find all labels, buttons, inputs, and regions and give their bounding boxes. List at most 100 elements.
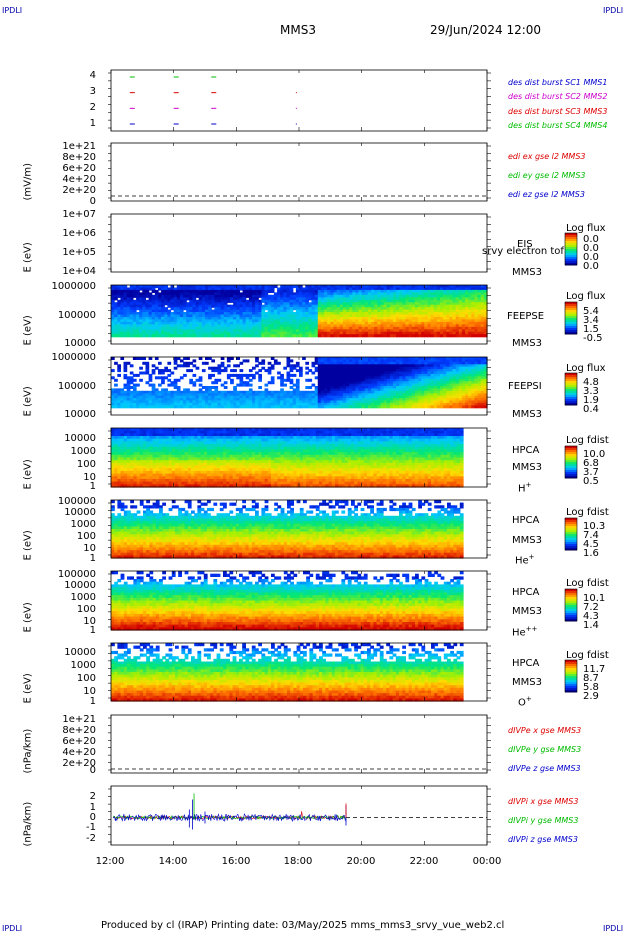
feepse-cell bbox=[393, 287, 397, 291]
feepse-cell bbox=[427, 312, 432, 316]
feepsi-cell bbox=[461, 383, 466, 387]
feepsi-cell bbox=[317, 388, 322, 392]
feepse-cell bbox=[148, 319, 153, 323]
feepsi-cell bbox=[455, 378, 460, 382]
feepsi-cell bbox=[142, 371, 146, 375]
feepse-cell bbox=[161, 329, 165, 333]
feepsi-cell bbox=[198, 398, 203, 402]
feepse-cell bbox=[471, 321, 475, 325]
feepse-cell bbox=[230, 312, 234, 316]
feepse-cell bbox=[364, 312, 369, 316]
hpca-h-cell bbox=[191, 433, 195, 437]
hpca-h-cell bbox=[149, 484, 154, 488]
feepsi-cell bbox=[346, 381, 350, 385]
feepse-cell bbox=[446, 319, 450, 323]
feepse-cell bbox=[436, 292, 441, 296]
feepse-cell bbox=[330, 309, 334, 313]
feepse-cell bbox=[320, 314, 325, 318]
feepse-cell bbox=[205, 326, 209, 330]
feepse-cell bbox=[320, 294, 325, 298]
feepsi-cell bbox=[446, 398, 450, 402]
feepsi-cell bbox=[270, 376, 275, 380]
feepsi-cell bbox=[286, 405, 291, 409]
feepsi-cell bbox=[430, 402, 435, 406]
feepse-cell bbox=[139, 329, 143, 333]
feepsi-cell bbox=[114, 383, 118, 387]
feepsi-cell bbox=[186, 395, 190, 399]
hpca-h-cell bbox=[191, 460, 195, 464]
feepse-cell bbox=[255, 334, 259, 338]
feepsi-cell bbox=[192, 359, 197, 363]
feepse-cell bbox=[443, 334, 447, 338]
feepsi-cell bbox=[320, 373, 325, 377]
feepse-cell bbox=[151, 299, 156, 303]
feepsi-cell bbox=[477, 393, 482, 397]
feepsi-cell bbox=[405, 364, 410, 368]
feepse-cell bbox=[468, 307, 472, 311]
feepsi-cell bbox=[380, 378, 385, 382]
feepsi-cell bbox=[436, 371, 441, 375]
feepsi-cell bbox=[364, 364, 369, 368]
hpca-h-cell bbox=[152, 484, 157, 488]
feepsi-cell bbox=[411, 366, 416, 370]
feepse-cell bbox=[264, 324, 269, 328]
hpca-h-cell bbox=[133, 430, 138, 434]
feepse-cell bbox=[205, 312, 209, 316]
feepse-cell bbox=[167, 304, 172, 308]
hpca-h-cell bbox=[194, 454, 198, 459]
feepse-cell bbox=[380, 326, 385, 330]
feepse-cell bbox=[324, 297, 328, 301]
feepsi-cell bbox=[483, 395, 488, 399]
feepse-cell bbox=[258, 329, 262, 333]
feepse-cell bbox=[377, 334, 381, 338]
feepsi-cell bbox=[455, 390, 460, 394]
feepsi-cell bbox=[302, 390, 306, 394]
feepsi-cell bbox=[436, 405, 441, 409]
feepsi-cell bbox=[248, 369, 253, 373]
feepse-cell bbox=[170, 294, 175, 298]
feepse-cell bbox=[176, 302, 181, 306]
feepsi-cell bbox=[148, 378, 153, 382]
feepsi-cell bbox=[342, 361, 347, 365]
hpca-h-cell bbox=[127, 430, 131, 434]
feepsi-cell bbox=[226, 405, 231, 409]
feepsi-cell bbox=[455, 369, 460, 373]
feepse-cell bbox=[317, 317, 322, 321]
feepse-cell bbox=[273, 292, 278, 296]
feepsi-cell bbox=[440, 376, 444, 380]
feepse-cell bbox=[223, 285, 228, 289]
feepse-cell bbox=[396, 297, 400, 301]
feepse-cell bbox=[183, 294, 187, 298]
feepse-cell bbox=[277, 302, 281, 306]
feepse-cell bbox=[195, 326, 200, 330]
feepse-cell bbox=[145, 329, 150, 333]
hpca-h-cell bbox=[133, 441, 138, 445]
feepse-cell bbox=[361, 331, 366, 335]
hpca-h-cell bbox=[117, 462, 122, 467]
hpca-h-cell bbox=[152, 444, 157, 448]
feepse-cell bbox=[333, 324, 338, 328]
feepse-cell bbox=[270, 324, 275, 328]
feepse-cell bbox=[336, 331, 341, 335]
feepse-cell bbox=[145, 324, 150, 328]
hpca-h-cell bbox=[127, 468, 131, 472]
feepsi-cell bbox=[396, 364, 400, 368]
feepse-cell bbox=[393, 317, 397, 321]
feepsi-cell bbox=[239, 390, 244, 394]
feepsi-cell bbox=[295, 383, 300, 387]
feepsi-cell bbox=[396, 383, 400, 387]
feepsi-cell bbox=[311, 405, 316, 409]
feepse-cell bbox=[427, 292, 432, 296]
feepsi-cell bbox=[371, 383, 375, 387]
feepse-cell bbox=[346, 297, 350, 301]
feepse-cell bbox=[292, 321, 297, 325]
feepsi-cell bbox=[252, 373, 256, 377]
feepsi-cell bbox=[154, 405, 159, 409]
feepse-cell bbox=[305, 309, 309, 313]
feepsi-cell bbox=[349, 376, 353, 380]
feepsi-cell bbox=[286, 378, 291, 382]
feepse-cell bbox=[477, 304, 482, 308]
feepse-cell bbox=[342, 317, 347, 321]
hpca-h-cell bbox=[127, 441, 131, 445]
feepsi-cell bbox=[317, 400, 322, 404]
